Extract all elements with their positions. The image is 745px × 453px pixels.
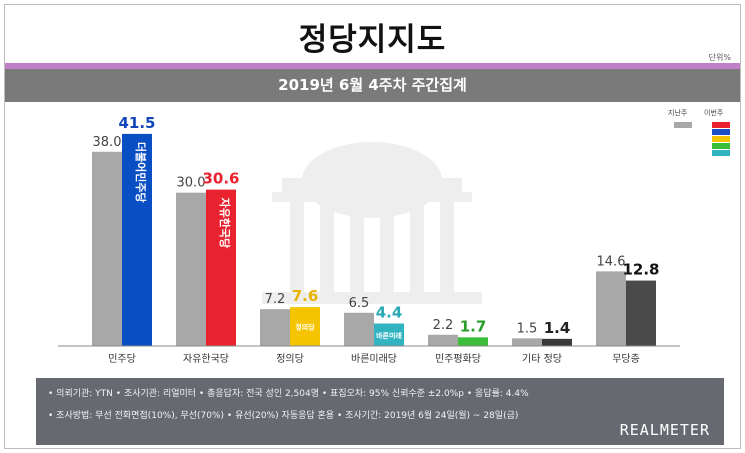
survey-info-line-1: • 의뢰기관: YTN • 조사기관: 리얼미터 • 총응답자: 전국 성인 2…	[48, 389, 529, 399]
category-label: 민주평화당	[435, 353, 481, 365]
legend-this-week-swatch	[712, 122, 730, 128]
survey-info-box: • 의뢰기관: YTN • 조사기관: 리얼미터 • 총응답자: 전국 성인 2…	[36, 378, 724, 445]
survey-info-line-2: • 조사방법: 무선 전화면접(10%), 무선(70%) • 유선(20%) …	[48, 411, 519, 421]
realmeter-logo: REALMETER	[619, 421, 710, 439]
data-label-last-week: 2.2	[433, 318, 454, 333]
party-logo: 자유한국당	[218, 198, 232, 249]
legend-this-week-swatch	[712, 150, 730, 156]
page-title: 정당지지도	[298, 22, 447, 58]
legend-swatches	[674, 122, 730, 156]
category-label: 자유한국당	[183, 353, 229, 365]
legend-last-week-swatch	[674, 122, 692, 128]
legend-this-week-label: 이번주	[704, 109, 724, 117]
data-label-this-week: 41.5	[118, 114, 155, 132]
bar-last-week	[260, 309, 290, 346]
assembly-watermark	[262, 142, 482, 304]
data-label-this-week: 1.4	[544, 319, 571, 337]
bar-this-week	[626, 280, 656, 346]
data-label-last-week: 6.5	[349, 296, 370, 311]
bar-this-week	[290, 307, 320, 346]
chart-subtitle: 2019년 6월 4주차 주간집계	[5, 69, 740, 102]
bar-this-week	[374, 323, 404, 346]
category-label: 민주당	[108, 353, 136, 365]
legend-this-week-swatch	[712, 143, 730, 149]
data-label-this-week: 12.8	[622, 261, 659, 279]
data-label-last-week: 14.6	[597, 254, 626, 269]
category-label: 무당층	[612, 353, 640, 365]
legend-last-week-label: 지난주	[668, 109, 688, 117]
category-label: 정의당	[276, 353, 304, 365]
data-label-this-week: 1.7	[460, 317, 487, 335]
bar-last-week	[344, 312, 374, 346]
data-label-last-week: 30.0	[177, 176, 206, 191]
data-label-this-week: 30.6	[202, 170, 239, 188]
legend-this-week-swatch	[712, 129, 730, 135]
category-label: 바른미래당	[351, 353, 397, 365]
data-label-last-week: 7.2	[265, 292, 286, 307]
bar-this-week	[206, 189, 236, 346]
bar-this-week	[458, 337, 488, 346]
data-label-this-week: 7.6	[292, 287, 319, 305]
data-label-last-week: 1.5	[517, 321, 538, 336]
bar-last-week	[176, 192, 206, 346]
bar-this-week	[542, 338, 572, 346]
bar-last-week	[428, 334, 458, 346]
data-label-this-week: 4.4	[376, 304, 403, 322]
bar-last-week	[92, 151, 122, 346]
category-label: 기타 정당	[522, 353, 562, 365]
bar-this-week	[122, 133, 152, 346]
accent-divider	[5, 63, 740, 69]
party-logo: 더불어민주당	[134, 142, 148, 203]
party-logo: 정의당	[295, 323, 315, 332]
bar-last-week	[512, 338, 542, 346]
legend-this-week-swatch	[712, 136, 730, 142]
bar-last-week	[596, 271, 626, 346]
unit-label: 단위%	[708, 53, 731, 62]
party-logo: 바른미래	[376, 331, 402, 340]
data-label-last-week: 38.0	[93, 135, 122, 150]
